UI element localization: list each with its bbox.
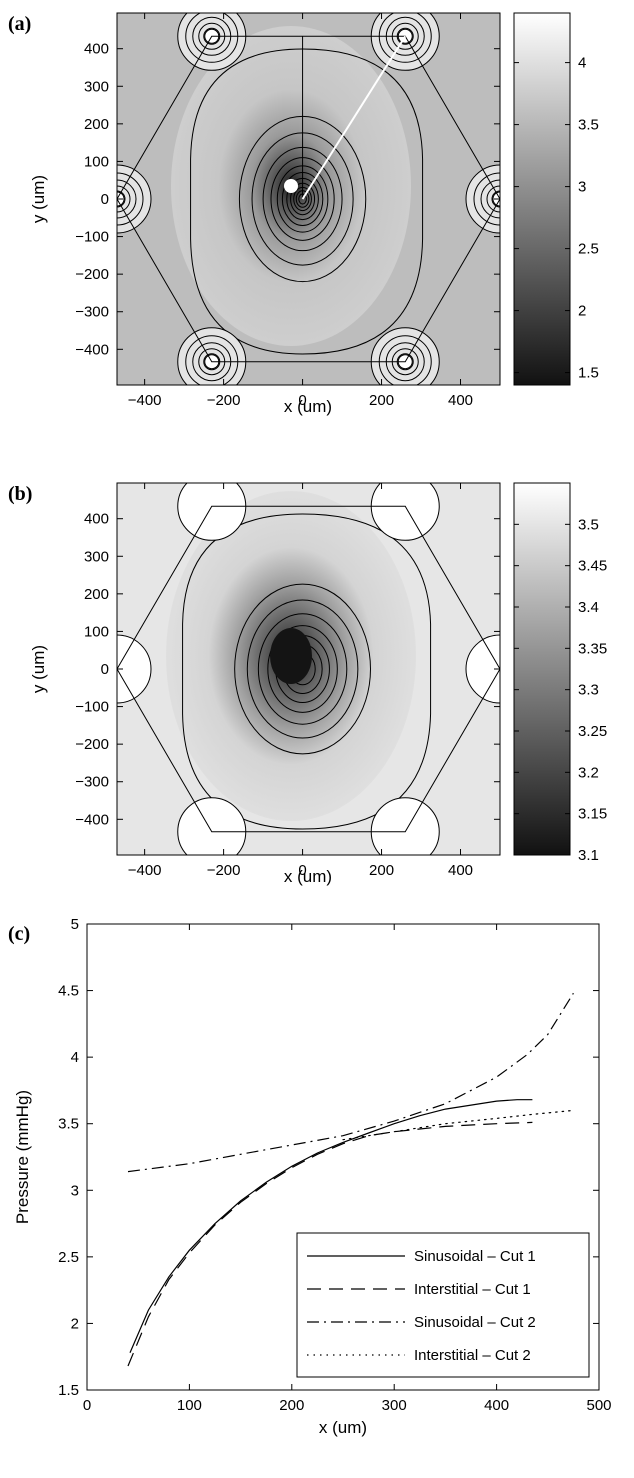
panel-b-ytick-label: −100 xyxy=(75,699,109,716)
panel-a-colorbar xyxy=(513,12,571,386)
panel-b-colorbar-label: 3.4 xyxy=(578,599,599,616)
panel-c-label: (c) xyxy=(8,923,30,945)
panel-c-xtick-label: 0 xyxy=(83,1397,91,1414)
panel-c-ylabel: Pressure (mmHg) xyxy=(13,1090,32,1224)
panel-b-xtick-label: 0 xyxy=(298,862,306,879)
panel-c-ytick-label: 3.5 xyxy=(58,1116,79,1133)
panel-a: (a) −400 −200 0 200 400 400 300 200 100 0 −100 −200… xyxy=(8,12,599,416)
panel-a-cut-line xyxy=(301,35,407,200)
panel-b-colorbar-label: 3.15 xyxy=(578,806,607,823)
panel-b-ytick-label: −200 xyxy=(75,736,109,753)
panel-a-xtick-label: 200 xyxy=(369,392,394,409)
panel-c-series-line-1 xyxy=(129,1099,533,1353)
panel-b-colorbar xyxy=(513,482,571,856)
panel-a-colorbar-label: 2 xyxy=(578,303,586,320)
panel-b-colorbar-label: 3.25 xyxy=(578,723,607,740)
panel-b-ytick-label: 300 xyxy=(84,548,109,565)
panel-c-ytick-label: 5 xyxy=(71,916,79,933)
panel-a-xtick-label: 0 xyxy=(298,392,306,409)
panel-b-xlabel: x (um) xyxy=(284,867,332,886)
panel-b-xtick-label: −200 xyxy=(207,862,241,879)
panel-c-ytick-label: 4 xyxy=(71,1049,79,1066)
panel-b-field xyxy=(117,483,500,855)
panel-a-colorbar-label: 3 xyxy=(578,179,586,196)
panel-c-legend-entry: Sinusoidal – Cut 2 xyxy=(414,1314,536,1331)
panel-a-ytick-label: −100 xyxy=(75,229,109,246)
panel-a-ytick-label: 300 xyxy=(84,78,109,95)
panel-b-ytick-label: 0 xyxy=(101,661,109,678)
panel-c-series-line-3 xyxy=(127,992,574,1173)
panel-b-ylabel: y (um) xyxy=(29,645,48,693)
panel-b-lobule-boundary xyxy=(117,505,500,833)
panel-c-series-line-2 xyxy=(127,1121,533,1367)
panel-c-xtick-label: 200 xyxy=(279,1397,304,1414)
panel-c-ytick-label: 2 xyxy=(71,1315,79,1332)
panel-a-ytick-label: 200 xyxy=(84,116,109,133)
panel-b-portal-lobe xyxy=(117,634,152,704)
panel-b-colorbar-label: 3.3 xyxy=(578,682,599,699)
panel-b-ytick-label: 400 xyxy=(84,511,109,528)
panel-a-ylabel: y (um) xyxy=(29,175,48,223)
panel-a-ytick-label: 0 xyxy=(101,191,109,208)
panel-a-field xyxy=(117,13,500,385)
panel-a-ytick-label: −300 xyxy=(75,304,109,321)
panel-a-central-vein xyxy=(284,179,298,193)
panel-b-colorbar-label: 3.35 xyxy=(578,640,607,657)
panel-a-portal-source xyxy=(117,164,152,234)
panel-c-xtick-label: 500 xyxy=(586,1397,611,1414)
panel-c-legend: Sinusoidal – Cut 1 Interstitial – Cut 1 Si… xyxy=(296,1232,590,1378)
panel-a-xtick-label: 400 xyxy=(448,392,473,409)
panel-b-contour xyxy=(246,599,359,739)
panel-c-legend-entry: Interstitial – Cut 2 xyxy=(414,1347,531,1364)
panel-b-portal-lobe xyxy=(465,634,500,704)
panel-a-colorbar-label: 4 xyxy=(578,55,586,72)
panel-c-xtick-label: 400 xyxy=(484,1397,509,1414)
panel-c-legend-entry: Sinusoidal – Cut 1 xyxy=(414,1248,536,1265)
panel-b-colorbar-label: 3.45 xyxy=(578,558,607,575)
panel-a-ytick-label: −200 xyxy=(75,266,109,283)
panel-b-ytick-label: 100 xyxy=(84,623,109,640)
panel-b-central-minimum xyxy=(270,628,312,684)
panel-b-ytick-label: 200 xyxy=(84,586,109,603)
panel-a-xtick-label: −200 xyxy=(207,392,241,409)
panel-c-xtick-label: 300 xyxy=(382,1397,407,1414)
panel-b-colorbar-label: 3.1 xyxy=(578,847,599,864)
panel-c: (c) 0 100 200 300 400 500 5 4.5 4 3.5 3 2.5 2 1.5 x (… xyxy=(8,916,612,1437)
panel-b-ytick-label: −400 xyxy=(75,811,109,828)
panel-a-colorbar-label: 3.5 xyxy=(578,117,599,134)
panel-a-ytick-label: 400 xyxy=(84,41,109,58)
panel-c-ytick-label: 4.5 xyxy=(58,983,79,1000)
panel-a-colorbar-label: 1.5 xyxy=(578,365,599,382)
panel-a-outer-contour xyxy=(190,48,424,355)
panel-c-xtick-label: 100 xyxy=(177,1397,202,1414)
panel-b-contour xyxy=(234,583,371,755)
panel-a-xlabel: x (um) xyxy=(284,397,332,416)
panel-a-label: (a) xyxy=(8,13,31,35)
panel-a-colorbar-label: 2.5 xyxy=(578,241,599,258)
panel-b-contour xyxy=(257,613,348,725)
panel-c-ytick-label: 2.5 xyxy=(58,1249,79,1266)
panel-b-xtick-label: 200 xyxy=(369,862,394,879)
panel-b-label: (b) xyxy=(8,483,32,505)
panel-b-xtick-label: 400 xyxy=(448,862,473,879)
panel-c-ytick-label: 3 xyxy=(71,1182,79,1199)
panel-b-colorbar-label: 3.2 xyxy=(578,764,599,781)
panel-b: (b) −400 −200 0 200 400 400 300 200 100 0 −100 −200… xyxy=(8,482,607,886)
panel-c-legend-entry: Interstitial – Cut 1 xyxy=(414,1281,531,1298)
panel-a-xtick-label: −400 xyxy=(128,392,162,409)
panel-a-ytick-label: 100 xyxy=(84,153,109,170)
panel-c-legend-box xyxy=(296,1232,590,1378)
panel-b-xtick-label: −400 xyxy=(128,862,162,879)
panel-a-ytick-label: −400 xyxy=(75,341,109,358)
panel-c-ytick-label: 1.5 xyxy=(58,1382,79,1399)
panel-b-colorbar-label: 3.5 xyxy=(578,516,599,533)
panel-c-xlabel: x (um) xyxy=(319,1418,367,1437)
panel-b-ytick-label: −300 xyxy=(75,774,109,791)
panel-b-contour xyxy=(267,625,338,713)
